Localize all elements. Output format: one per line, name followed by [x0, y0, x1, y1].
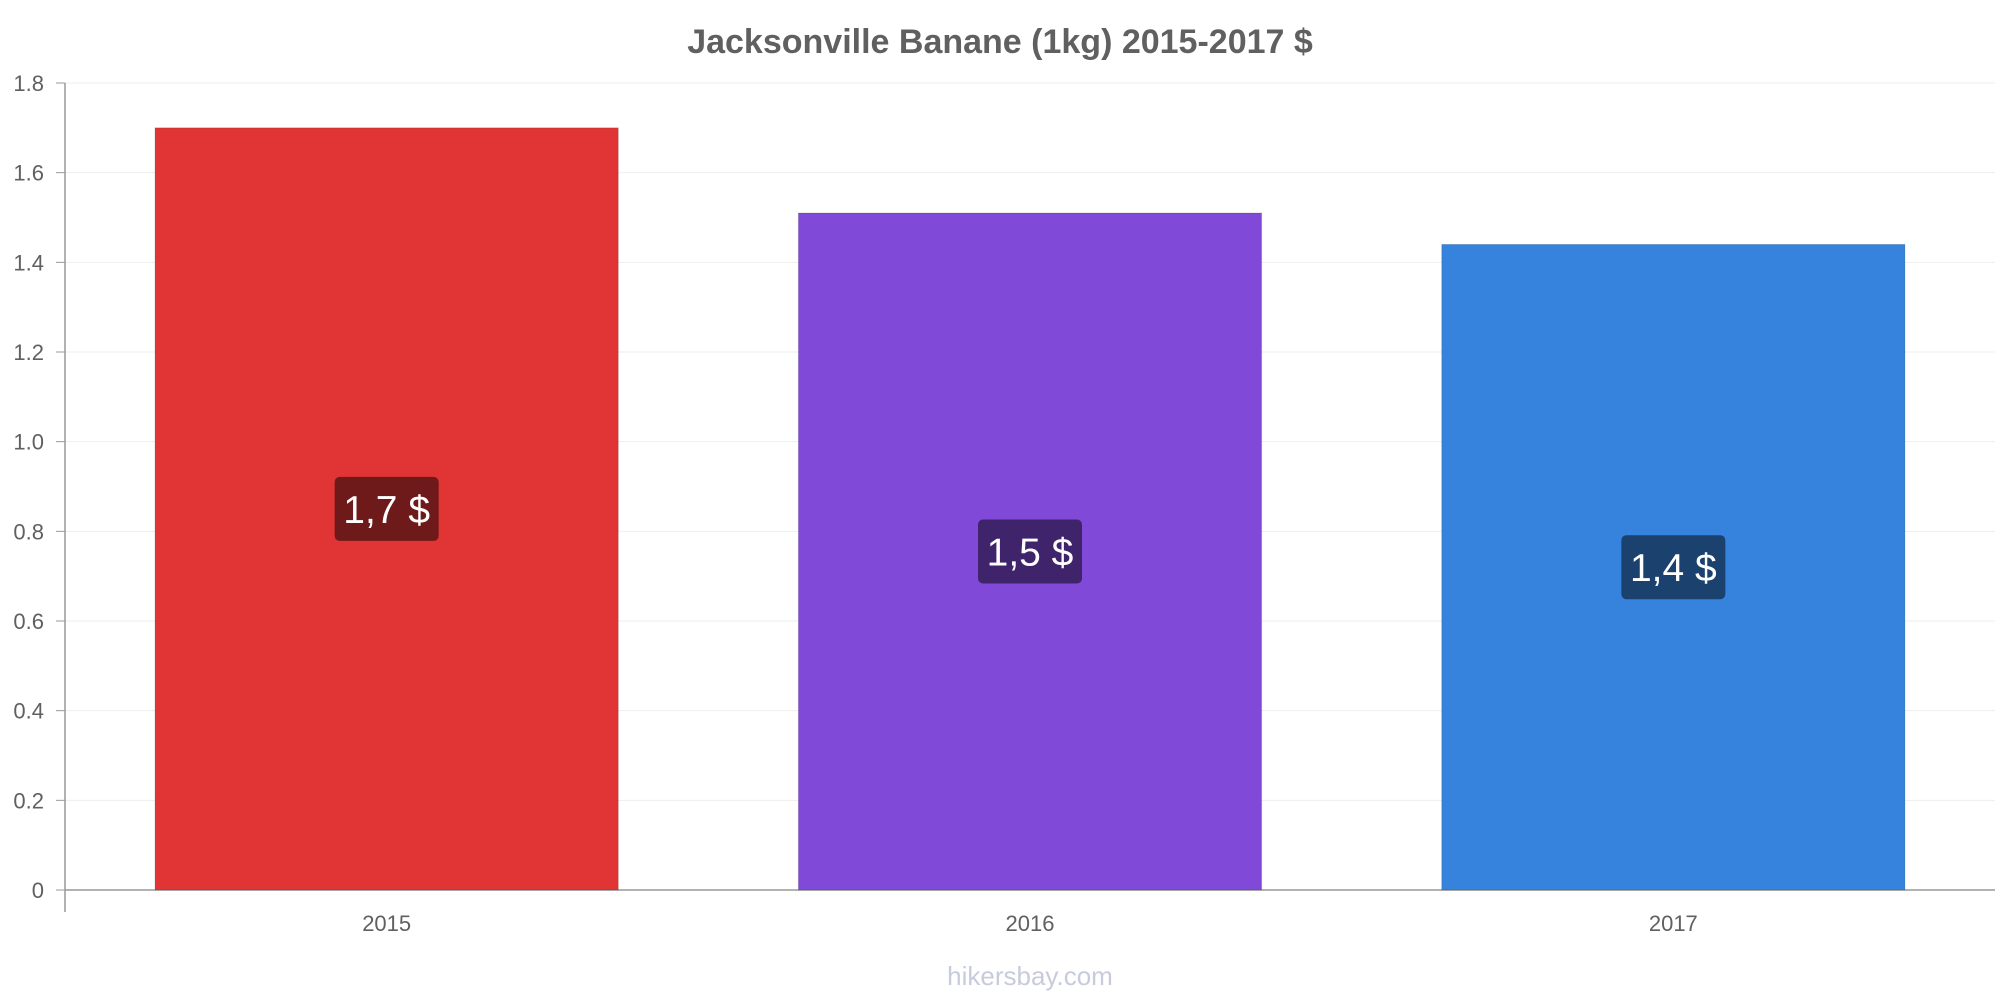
- y-tick-label: 1.6: [13, 161, 44, 186]
- y-tick-label: 1.8: [13, 71, 44, 96]
- data-label: 1,7 $: [343, 489, 430, 532]
- y-tick-label: 1.0: [13, 430, 44, 455]
- data-label: 1,4 $: [1630, 547, 1717, 590]
- y-tick-label: 0.2: [13, 788, 44, 813]
- y-tick-label: 0.4: [13, 699, 44, 724]
- data-label: 1,5 $: [987, 532, 1074, 575]
- chart-title: Jacksonville Banane (1kg) 2015-2017 $: [687, 23, 1313, 61]
- data-labels: 1,7 $ 1,5 $ 1,4 $: [334, 476, 1726, 600]
- y-tick-label: 1.4: [13, 250, 44, 275]
- x-tick-label: 2017: [1649, 911, 1698, 936]
- x-tick-label: 2016: [1006, 911, 1055, 936]
- data-label-box: [334, 476, 439, 541]
- data-label-box: [1621, 535, 1726, 600]
- y-tick-label: 1.2: [13, 340, 44, 365]
- y-tick-label: 0: [32, 878, 44, 903]
- x-tick-label: 2015: [362, 911, 411, 936]
- data-label-box: [978, 519, 1082, 584]
- watermark-text: hikersbay.com: [947, 961, 1113, 991]
- y-tick-label: 0.8: [13, 519, 44, 544]
- y-tick-label: 0.6: [13, 609, 44, 634]
